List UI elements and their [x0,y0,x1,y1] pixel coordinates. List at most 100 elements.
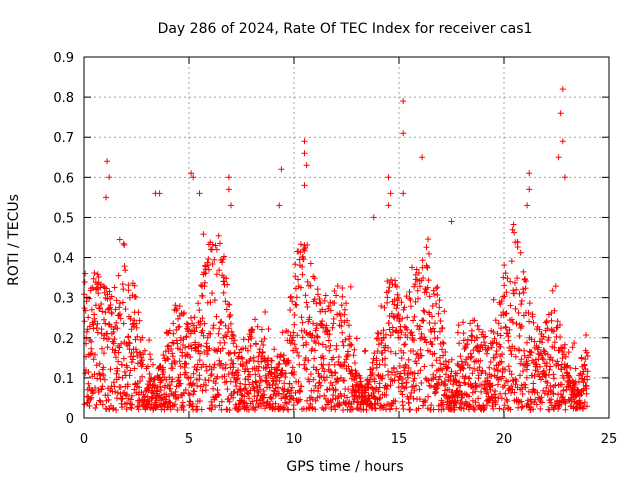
data-point [408,389,415,396]
chart-title: Day 286 of 2024, Rate Of TEC Index for r… [158,21,533,37]
data-point [319,306,326,313]
data-point [186,392,193,398]
data-point [434,334,441,341]
data-point [235,353,242,360]
data-point [415,405,422,412]
data-point [239,362,246,368]
data-point [402,341,409,348]
data-point [190,370,197,377]
data-point [491,366,498,372]
data-point [513,320,520,327]
data-point [491,354,498,361]
data-point [520,286,526,293]
data-point [394,302,401,309]
data-point [410,383,417,390]
data-point [92,351,98,358]
data-point [310,376,317,383]
data-point [212,404,219,410]
data-point [112,347,119,354]
data-point [124,364,131,371]
data-point [550,328,557,335]
data-point [96,371,103,378]
data-point [426,320,433,326]
data-point [542,350,549,357]
data-point [216,325,223,332]
data-point [411,283,418,290]
data-point [482,333,489,340]
data-point [422,397,429,404]
data-point [167,406,174,413]
data-point [245,406,252,413]
data-point [457,382,464,389]
data-point [490,405,497,412]
data-point [191,328,198,335]
data-point [486,364,493,371]
data-point [460,330,467,337]
data-point [158,387,164,394]
data-point [583,385,590,392]
data-point [437,360,444,367]
data-point [333,292,340,299]
data-point [299,271,306,278]
data-point [330,354,337,361]
data-point [133,324,140,331]
data-point [468,353,475,360]
data-point [144,393,151,400]
data-point [244,365,251,372]
data-point [306,314,313,321]
data-point [379,357,386,363]
data-point [384,294,391,301]
data-point [411,387,418,394]
data-point [103,285,110,292]
data-point [125,287,132,294]
data-point [325,303,332,310]
data-point [483,350,490,357]
data-point [252,404,259,411]
data-point [398,299,405,306]
data-point [140,351,147,358]
data-point [176,303,183,310]
data-point [557,322,563,328]
data-point [409,264,415,271]
data-point [420,307,427,314]
data-point [536,326,543,333]
data-point [533,401,540,408]
data-point [479,329,486,335]
data-point [169,365,176,372]
data-point [97,376,104,382]
data-point [407,406,414,413]
data-point [116,344,123,351]
data-point [437,365,444,372]
data-point [227,312,234,319]
data-point [90,321,97,328]
data-point [294,332,301,339]
data-point [128,396,134,403]
data-point [234,375,241,382]
data-point [95,290,102,297]
data-point [289,384,295,391]
data-point [537,398,544,405]
data-point [375,388,382,395]
data-point [563,363,570,370]
data-point [387,405,394,412]
data-point [291,341,298,348]
data-point [497,301,504,308]
data-point [90,275,97,282]
data-point [417,283,423,290]
data-point [292,389,299,396]
data-point [417,323,423,330]
data-point [254,323,261,330]
data-point [428,402,435,409]
data-point [423,244,430,251]
data-point [584,376,591,383]
data-point [417,346,424,353]
data-point [491,335,498,342]
data-point [226,407,233,413]
data-point [215,232,222,239]
data-point [300,342,307,349]
data-point [121,368,128,375]
data-point [522,384,529,391]
data-point [82,370,89,377]
data-point [378,330,384,337]
data-point [518,301,525,308]
